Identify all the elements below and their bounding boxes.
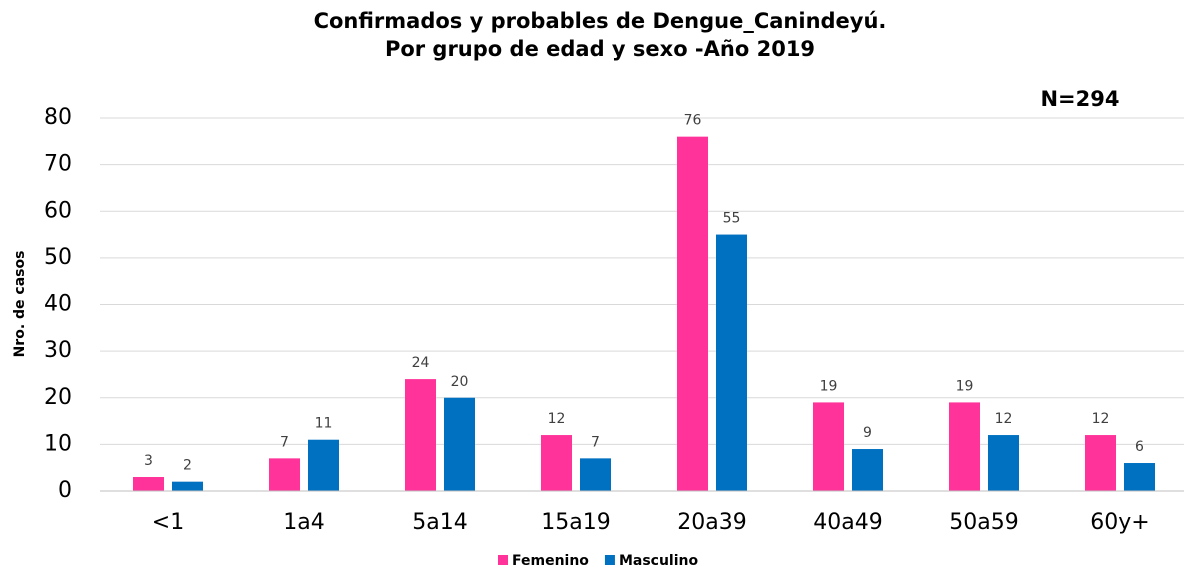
x-tick-label: 40a49 [813, 510, 882, 535]
value-label: 12 [1092, 411, 1110, 427]
value-label: 11 [315, 416, 333, 432]
value-label: 12 [995, 411, 1013, 427]
annotation: N=294 [1040, 87, 1119, 111]
value-label: 20 [451, 374, 469, 390]
x-tick-label: 50a59 [949, 510, 1018, 535]
legend-swatch [498, 555, 508, 565]
value-label: 55 [723, 211, 741, 227]
bar [269, 458, 300, 491]
bar [541, 435, 572, 491]
y-tick-label: 60 [44, 198, 72, 223]
x-tick-label: 1a4 [283, 510, 324, 535]
x-tick-label: <1 [152, 510, 184, 535]
bar [133, 477, 164, 491]
value-label: 12 [548, 411, 566, 427]
bar [949, 402, 980, 491]
bar [580, 458, 611, 491]
bar [1124, 463, 1155, 491]
chart-title: Confirmados y probables de Dengue_Canind… [314, 9, 887, 33]
bar [405, 379, 436, 491]
value-label: 24 [412, 355, 430, 371]
bar [1085, 435, 1116, 491]
x-tick-label: 15a19 [541, 510, 610, 535]
value-label: 2 [183, 458, 192, 474]
value-label: 7 [591, 434, 600, 450]
y-tick-label: 20 [44, 385, 72, 410]
value-label: 19 [956, 378, 974, 394]
bar [716, 234, 747, 491]
value-label: 9 [863, 425, 872, 441]
value-label: 19 [820, 378, 838, 394]
bar [852, 449, 883, 491]
x-tick-label: 20a39 [677, 510, 746, 535]
y-tick-label: 40 [44, 292, 72, 317]
legend-swatch [604, 555, 615, 565]
bar [172, 481, 203, 491]
value-label: 3 [144, 453, 153, 469]
bar [677, 136, 708, 491]
x-tick-label: 60y+ [1090, 510, 1149, 535]
value-label: 76 [684, 113, 702, 129]
legend-label: Masculino [619, 553, 699, 569]
y-tick-label: 30 [44, 338, 72, 363]
bar [988, 435, 1019, 491]
value-label: 6 [1135, 439, 1144, 455]
bar [308, 439, 339, 491]
x-tick-label: 5a14 [412, 510, 467, 535]
y-tick-label: 0 [58, 478, 72, 503]
chart-title: Por grupo de edad y sexo -Año 2019 [385, 37, 815, 61]
value-label: 7 [280, 434, 289, 450]
bar [444, 397, 475, 491]
legend-label: Femenino [512, 553, 589, 569]
y-tick-label: 70 [44, 152, 72, 177]
y-tick-label: 10 [44, 431, 72, 456]
y-tick-label: 50 [44, 245, 72, 270]
bar [813, 402, 844, 491]
y-axis-label: Nro. de casos [12, 251, 28, 358]
y-tick-label: 80 [44, 105, 72, 130]
